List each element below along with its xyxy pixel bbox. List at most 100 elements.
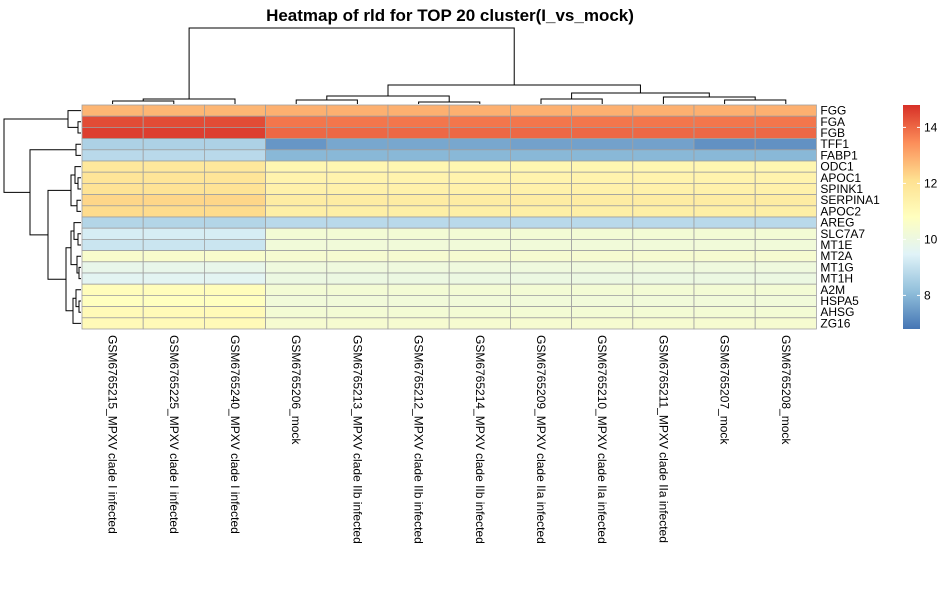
heatmap-cell <box>387 182 450 195</box>
heatmap-cell <box>326 160 389 173</box>
heatmap-cell <box>693 104 756 117</box>
heatmap-cell <box>326 205 389 218</box>
heatmap-cell <box>632 149 695 162</box>
heatmap-cell <box>203 317 266 330</box>
heatmap-cell <box>203 227 266 240</box>
row-label: FGB <box>820 126 845 140</box>
heatmap-cell <box>571 216 634 229</box>
heatmap-cell <box>509 238 572 251</box>
heatmap-cell <box>693 205 756 218</box>
heatmap-cell <box>142 104 205 117</box>
heatmap-cell <box>754 272 817 285</box>
heatmap-cell <box>387 115 450 128</box>
heatmap-cell <box>265 104 328 117</box>
heatmap-cell <box>142 149 205 162</box>
heatmap-cell <box>509 138 572 151</box>
heatmap-cell <box>632 272 695 285</box>
heatmap-cell <box>571 238 634 251</box>
heatmap-cell <box>326 127 389 140</box>
heatmap-cell <box>509 149 572 162</box>
heatmap-cell <box>265 283 328 296</box>
column-label: GSM6765214_MPXV clade IIb infected <box>473 335 487 544</box>
heatmap-cell <box>448 127 511 140</box>
heatmap-cell <box>265 205 328 218</box>
heatmap-cell <box>632 250 695 263</box>
heatmap-cell <box>81 171 144 184</box>
heatmap-cell <box>203 104 266 117</box>
row-label: MT1E <box>820 238 852 252</box>
heatmap-cell <box>448 294 511 307</box>
heatmap-cell <box>142 306 205 319</box>
heatmap-cell <box>509 205 572 218</box>
heatmap-cell <box>632 127 695 140</box>
heatmap-cell <box>632 227 695 240</box>
heatmap-cell <box>265 127 328 140</box>
heatmap-cell <box>754 261 817 274</box>
heatmap-cell <box>754 317 817 330</box>
heatmap-cell <box>81 250 144 263</box>
column-label: GSM6765207_mock <box>718 335 732 445</box>
row-dendrogram <box>3 110 81 324</box>
heatmap-cell <box>754 160 817 173</box>
column-label: GSM6765206_mock <box>289 335 303 445</box>
heatmap-cell <box>326 115 389 128</box>
heatmap-cell <box>632 171 695 184</box>
heatmap-cell <box>632 216 695 229</box>
heatmap-cell <box>81 182 144 195</box>
heatmap-cell <box>448 283 511 296</box>
column-label: GSM6765240_MPXV clade I infected <box>228 335 242 534</box>
heatmap-cell <box>571 160 634 173</box>
heatmap-cell <box>693 149 756 162</box>
heatmap-cell <box>203 261 266 274</box>
row-label: TFF1 <box>820 137 849 151</box>
heatmap-cell <box>326 171 389 184</box>
row-label: ZG16 <box>820 316 850 330</box>
heatmap-cell <box>754 283 817 296</box>
heatmap-cell <box>448 261 511 274</box>
heatmap-cell <box>571 115 634 128</box>
heatmap-cell <box>448 306 511 319</box>
heatmap-cell <box>81 294 144 307</box>
heatmap-cell <box>203 216 266 229</box>
heatmap-cell <box>203 149 266 162</box>
heatmap-cell <box>571 104 634 117</box>
heatmap-cell <box>203 182 266 195</box>
heatmap-cell <box>754 171 817 184</box>
heatmap-cell <box>265 194 328 207</box>
heatmap-cell <box>509 283 572 296</box>
heatmap-cell <box>81 272 144 285</box>
column-dendrogram <box>112 27 787 104</box>
row-label: SPINK1 <box>820 182 863 196</box>
heatmap-cell <box>754 115 817 128</box>
heatmap-cell <box>693 238 756 251</box>
heatmap-cell <box>509 317 572 330</box>
heatmap-cell <box>632 306 695 319</box>
heatmap-cell <box>142 127 205 140</box>
heatmap-cell <box>754 127 817 140</box>
heatmap-cell <box>142 283 205 296</box>
heatmap-cell <box>265 115 328 128</box>
heatmap-cell <box>693 317 756 330</box>
heatmap-cell <box>448 238 511 251</box>
row-labels: FGGFGAFGBTFF1FABP1ODC1APOC1SPINK1SERPINA… <box>820 104 880 331</box>
heatmap-cell <box>203 171 266 184</box>
heatmap-cell <box>387 138 450 151</box>
heatmap-cell <box>509 272 572 285</box>
row-label: MT1H <box>820 272 853 286</box>
heatmap-cell <box>693 138 756 151</box>
heatmap-cell <box>754 104 817 117</box>
heatmap-cell <box>387 171 450 184</box>
heatmap-cell <box>754 227 817 240</box>
row-label: SERPINA1 <box>820 193 880 207</box>
heatmap-cell <box>509 306 572 319</box>
heatmap-cell <box>754 138 817 151</box>
legend-tick-label: 12 <box>924 176 938 190</box>
heatmap-cell <box>326 227 389 240</box>
heatmap-cell <box>632 205 695 218</box>
heatmap-cell <box>265 160 328 173</box>
heatmap-cell <box>203 283 266 296</box>
heatmap-cell <box>754 216 817 229</box>
row-label: FGG <box>820 104 846 118</box>
heatmap-cell <box>448 115 511 128</box>
heatmap-cell <box>509 104 572 117</box>
